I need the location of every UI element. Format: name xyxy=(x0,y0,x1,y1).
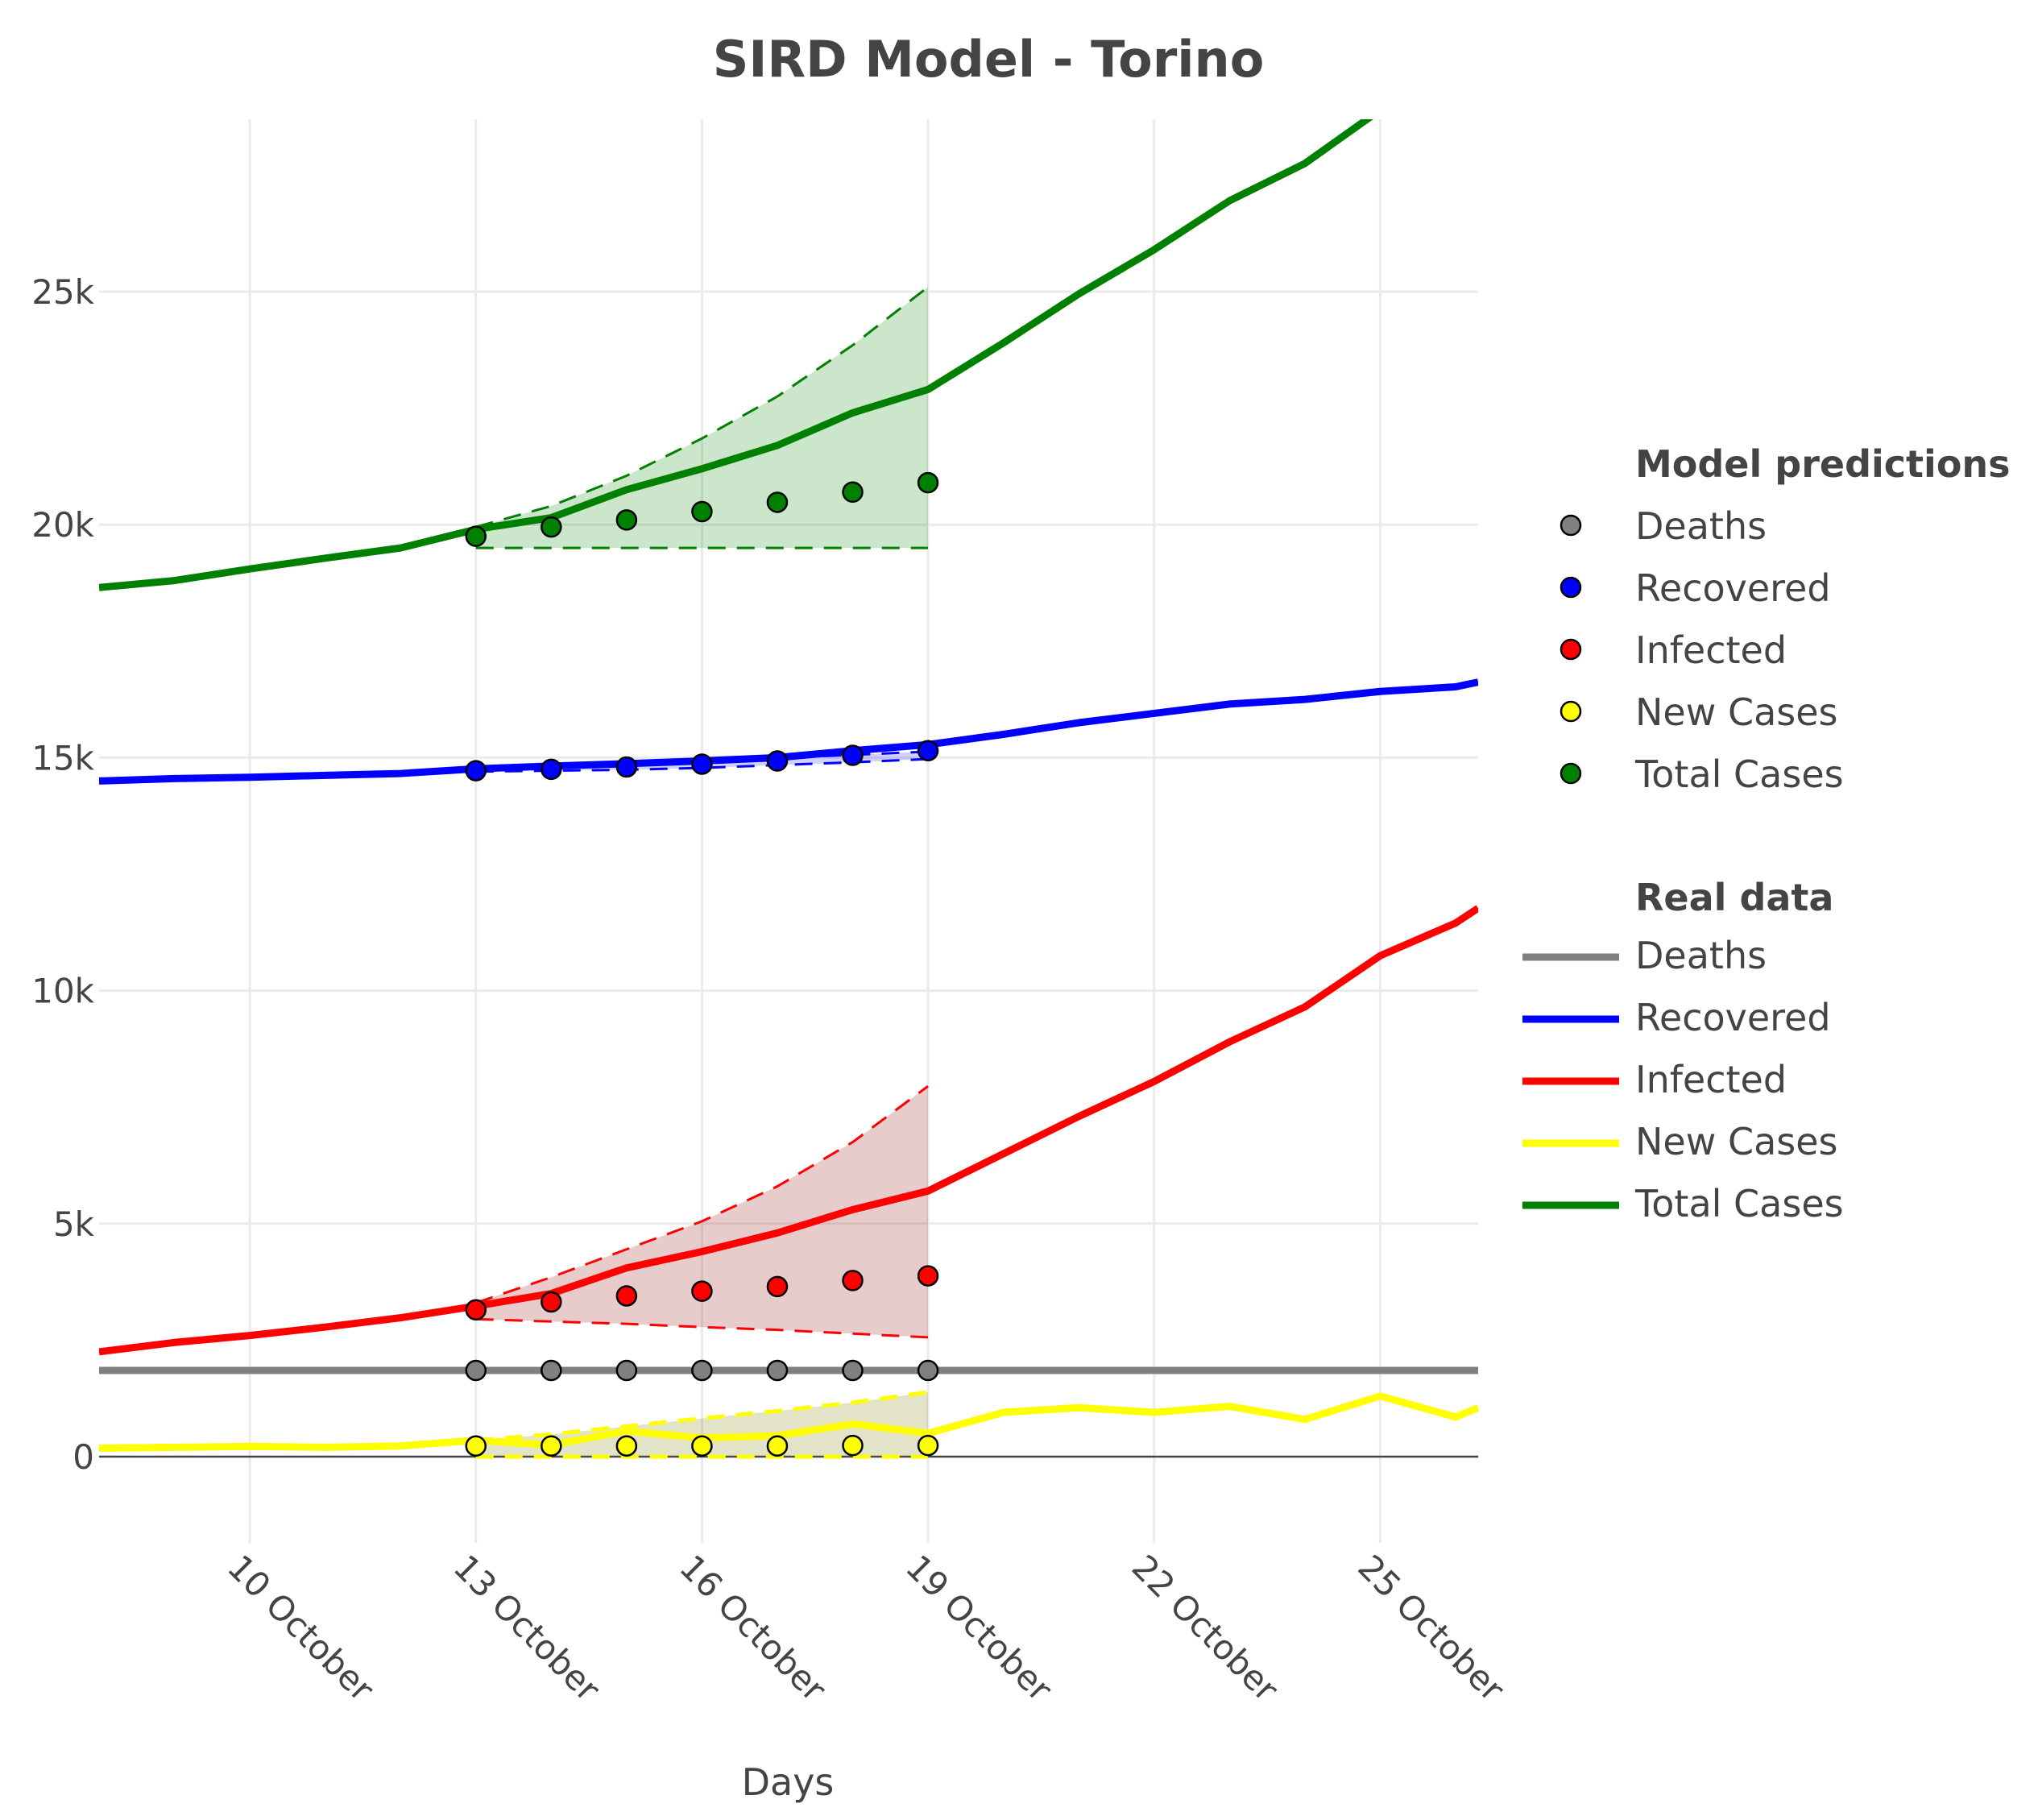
point-new-cases xyxy=(917,1434,939,1457)
point-total-cases xyxy=(541,516,562,538)
point-infected xyxy=(541,1291,562,1313)
point-new-cases xyxy=(766,1435,789,1457)
band-upper-new-cases xyxy=(475,1390,929,1443)
grid-layer xyxy=(99,119,1478,1543)
point-total-cases xyxy=(917,471,939,494)
legend-real-items: Deaths Recovered Infected New Cases Total Ca… xyxy=(1522,934,1844,1225)
band-upper-infected xyxy=(475,1084,929,1304)
band-upper-total-cases xyxy=(475,286,929,529)
point-infected xyxy=(842,1270,864,1291)
legend-pred-label-infected: Infected xyxy=(1635,628,1787,672)
point-deaths xyxy=(465,1359,487,1382)
point-new-cases xyxy=(842,1434,864,1457)
y-tick-label: 10k xyxy=(31,972,94,1011)
point-recovered xyxy=(541,758,562,781)
legend-marker-total-cases xyxy=(1560,762,1582,785)
point-infected xyxy=(615,1285,638,1307)
legend-real-label-new-cases: New Cases xyxy=(1635,1120,1838,1163)
legend: Model predictions Real data Deaths Recove… xyxy=(1522,442,2011,1225)
legend-real-label-infected: Infected xyxy=(1635,1058,1787,1101)
point-deaths xyxy=(842,1359,864,1382)
point-recovered xyxy=(917,740,939,761)
point-deaths xyxy=(615,1359,638,1382)
point-new-cases xyxy=(691,1435,713,1457)
legend-pred-label-total-cases: Total Cases xyxy=(1634,752,1844,796)
prediction-points xyxy=(465,471,939,1457)
point-deaths xyxy=(541,1359,562,1382)
point-deaths xyxy=(766,1359,789,1382)
y-tick-label: 15k xyxy=(31,738,94,777)
point-infected xyxy=(766,1275,789,1298)
legend-marker-infected xyxy=(1560,638,1582,661)
point-infected xyxy=(917,1265,939,1287)
band-total-cases xyxy=(475,287,929,549)
point-recovered xyxy=(842,744,864,766)
legend-pred-label-recovered: Recovered xyxy=(1635,566,1831,610)
point-recovered xyxy=(766,750,789,772)
point-recovered xyxy=(615,756,638,778)
line-recovered xyxy=(99,678,1478,785)
point-total-cases xyxy=(691,500,713,523)
point-total-cases xyxy=(615,509,638,531)
point-total-cases xyxy=(465,525,487,547)
band-infected xyxy=(475,1086,929,1337)
point-new-cases xyxy=(465,1435,487,1457)
legend-marker-new-cases xyxy=(1560,700,1582,723)
legend-title-predictions: Model predictions xyxy=(1635,442,2011,486)
point-deaths xyxy=(691,1359,713,1382)
x-axis-label: Days xyxy=(742,1760,835,1804)
legend-pred-label-deaths: Deaths xyxy=(1635,504,1767,548)
point-recovered xyxy=(465,760,487,781)
point-recovered xyxy=(691,753,713,775)
legend-title-real: Real data xyxy=(1635,876,1833,919)
y-tick-label: 25k xyxy=(31,272,94,312)
legend-marker-recovered xyxy=(1560,576,1582,599)
legend-real-label-recovered: Recovered xyxy=(1635,996,1831,1039)
point-total-cases xyxy=(842,481,864,503)
legend-pred-label-new-cases: New Cases xyxy=(1635,690,1838,734)
point-new-cases xyxy=(615,1435,638,1457)
y-tick-label: 5k xyxy=(53,1204,95,1244)
legend-real-label-deaths: Deaths xyxy=(1635,934,1767,977)
point-total-cases xyxy=(766,491,789,513)
point-infected xyxy=(465,1299,487,1321)
legend-marker-deaths xyxy=(1560,514,1582,537)
legend-prediction-items: Deaths Recovered Infected New Cases Total Ca… xyxy=(1560,504,1844,796)
point-new-cases xyxy=(541,1435,562,1457)
band-lower-infected xyxy=(475,1317,929,1339)
line-total-cases xyxy=(99,119,1373,591)
chart-title: SIRD Model - Torino xyxy=(713,30,1265,89)
y-tick-label: 0 xyxy=(72,1437,94,1477)
line-infected xyxy=(99,905,1478,1356)
line-new-cases xyxy=(99,1392,1478,1453)
y-tick-label: 20k xyxy=(31,505,94,545)
point-infected xyxy=(691,1280,713,1302)
real-data-lines xyxy=(99,119,1478,1453)
point-deaths xyxy=(917,1359,939,1382)
legend-real-label-total-cases: Total Cases xyxy=(1634,1182,1844,1225)
